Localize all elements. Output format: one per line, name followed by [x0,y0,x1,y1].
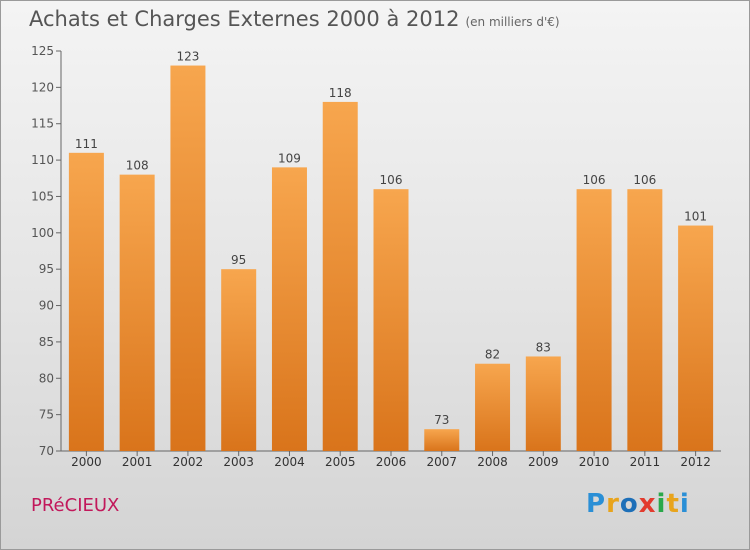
bar-2001 [119,174,155,452]
y-tick-label: 110 [31,153,54,167]
x-tick-label: 2005 [325,455,356,469]
data-label-2001: 108 [126,159,149,173]
data-label-2002: 123 [176,50,199,64]
proxiti-logo: Proxiti [586,489,690,519]
y-tick-label: 100 [31,226,54,240]
chart-subtitle: (en milliers d'€) [465,15,560,29]
axes: 70 75 80 85 90 95 100 105 110 115 120 125 2000 2001 20… [31,44,721,469]
x-tick-label: 2009 [528,455,559,469]
bar-2011 [627,189,663,451]
data-label-2006: 106 [380,173,403,187]
x-tick-label: 2012 [680,455,711,469]
data-label-2007: 73 [434,413,449,427]
x-tick-label: 2006 [376,455,407,469]
data-label-2004: 109 [278,151,301,165]
bar-2003 [221,269,257,451]
logo-letter: x [638,489,657,519]
bar-2007 [424,429,460,451]
data-label-2012: 101 [684,210,707,224]
bar-2005 [322,101,358,451]
y-tick-label: 125 [31,44,54,58]
x-tick-label: 2010 [579,455,610,469]
bar-2000 [68,152,104,451]
logo-letter: t [666,489,680,519]
x-tick-label: 2001 [122,455,153,469]
y-tick-label: 95 [39,262,54,276]
bar-2009 [525,356,561,451]
logo-letter: i [679,489,690,519]
commune-name: PRéCIEUX [31,495,120,516]
data-label-2011: 106 [633,173,656,187]
data-label-2003: 95 [231,253,246,267]
chart-title: Achats et Charges Externes 2000 à 2012 (e… [29,7,560,31]
x-tick-label: 2011 [630,455,661,469]
data-label-2009: 83 [536,340,551,354]
bar-2002 [170,65,206,451]
chart-title-text: Achats et Charges Externes 2000 à 2012 [29,7,460,31]
y-tick-label: 120 [31,80,54,94]
y-tick-label: 115 [31,117,54,131]
bar-2008 [475,363,511,451]
bar-2004 [271,167,307,451]
logo-letter: o [619,489,639,519]
bars [68,65,714,452]
bar-2012 [678,225,714,451]
x-tick-label: 2007 [426,455,457,469]
data-label-2000: 111 [75,137,98,151]
y-tick-label: 85 [39,335,54,349]
x-tick-label: 2004 [274,455,305,469]
data-label-2008: 82 [485,348,500,362]
data-label-2010: 106 [583,173,606,187]
y-tick-label: 90 [39,299,54,313]
bar-2010 [576,189,612,451]
logo-letter: i [656,489,667,519]
y-tick-label: 70 [39,444,54,458]
y-tick-label: 80 [39,371,54,385]
bar-2006 [373,189,409,451]
logo-letter: P [586,489,607,519]
y-tick-label: 105 [31,189,54,203]
x-tick-label: 2002 [173,455,204,469]
x-tick-label: 2008 [477,455,508,469]
logo-letter: r [606,489,620,519]
data-label-2005: 118 [329,86,352,100]
data-labels: 111 108 123 95 109 118 106 73 82 83 106 106 101 [75,50,707,428]
x-tick-label: 2000 [71,455,102,469]
y-tick-label: 75 [39,408,54,422]
x-tick-label: 2003 [223,455,254,469]
